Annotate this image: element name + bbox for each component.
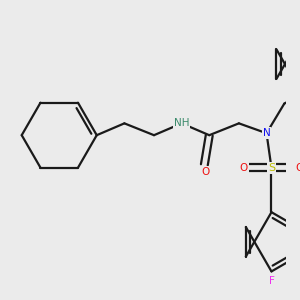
Text: NH: NH bbox=[174, 118, 189, 128]
Text: O: O bbox=[295, 163, 300, 173]
Text: F: F bbox=[268, 276, 274, 286]
Text: O: O bbox=[240, 163, 248, 173]
Text: O: O bbox=[201, 167, 209, 177]
Text: N: N bbox=[263, 128, 270, 138]
Text: S: S bbox=[268, 163, 275, 173]
